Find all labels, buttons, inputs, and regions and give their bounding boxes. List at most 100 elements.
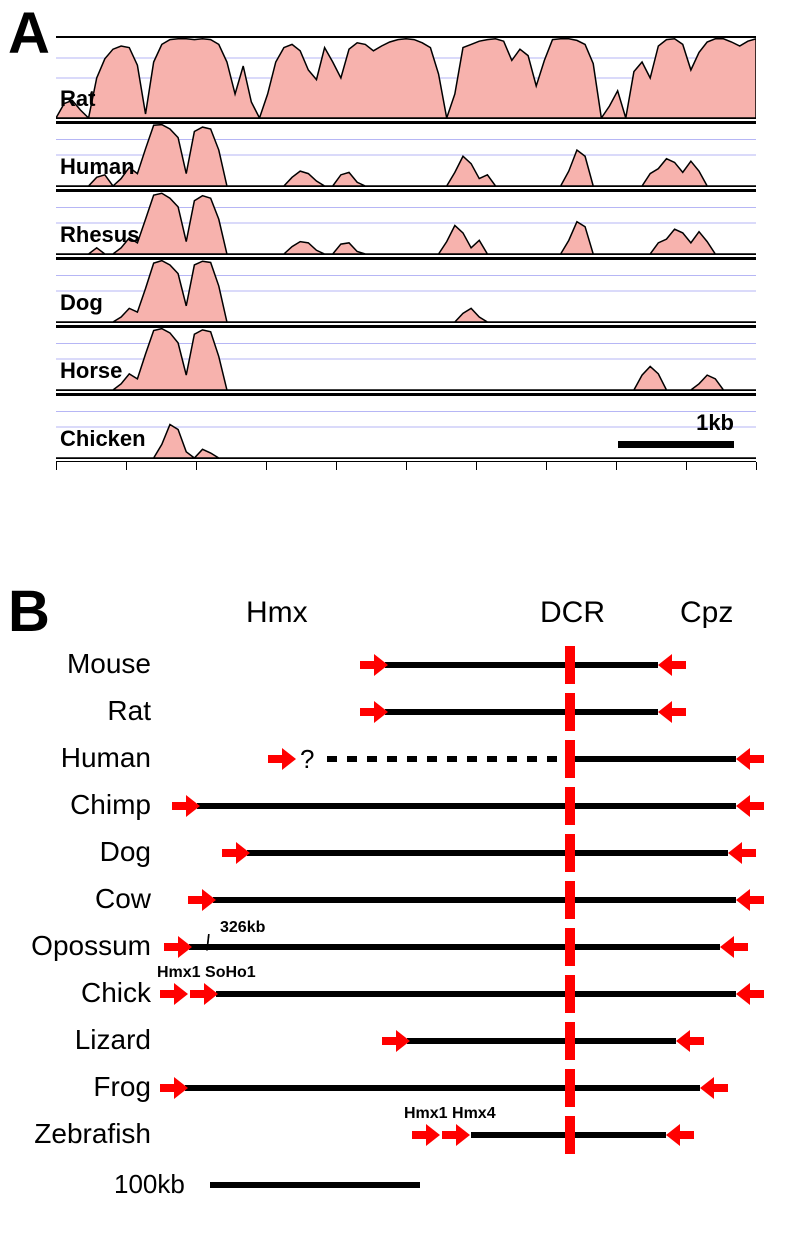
- hmx-arrow: [160, 1076, 188, 1105]
- genome-line-dashed: [327, 756, 570, 762]
- track-area: [160, 1018, 780, 1065]
- dcr-marker: [565, 740, 575, 778]
- hmx-arrow: [164, 935, 192, 964]
- question-mark: ?: [300, 744, 314, 775]
- track-area: [160, 689, 780, 736]
- arrow-left-icon: [658, 653, 686, 677]
- panel-b-species-rows: MouseRatHuman?ChimpDogCowOpossum//326kbC…: [0, 642, 799, 1159]
- extra-arrow: [190, 982, 218, 1011]
- track-svg: [56, 192, 756, 254]
- extra-arrow: [442, 1123, 470, 1152]
- track-area: Hmx1 Hmx4: [160, 1112, 780, 1159]
- genome-line: [407, 1038, 676, 1044]
- genome-line: [189, 944, 720, 950]
- arrow-left-icon: [700, 1076, 728, 1100]
- cpz-arrow: [736, 794, 764, 823]
- top-annotation: Hmx1 Hmx4: [404, 1105, 496, 1123]
- arrow-left-icon: [736, 982, 764, 1006]
- cpz-arrow: [676, 1029, 704, 1058]
- dcr-marker: [565, 1022, 575, 1060]
- track-label: Horse: [60, 358, 122, 384]
- arrow-left-icon: [658, 700, 686, 724]
- ruler-tick: [126, 462, 127, 470]
- species-label: Cow: [11, 883, 151, 915]
- track-area: Hmx1 SoHo1: [160, 971, 780, 1018]
- panel-b-header-row: Hmx DCR Cpz: [0, 596, 799, 642]
- hmx-arrow: [360, 653, 388, 682]
- cpz-arrow: [728, 841, 756, 870]
- arrow-right-icon: [268, 747, 296, 771]
- dcr-marker: [565, 1116, 575, 1154]
- arrow-right-icon: [442, 1123, 470, 1147]
- arrow-right-icon: [360, 700, 388, 724]
- species-label: Zebrafish: [11, 1118, 151, 1150]
- ruler-tick: [546, 462, 547, 470]
- arrow-right-icon: [360, 653, 388, 677]
- cpz-arrow: [700, 1076, 728, 1105]
- arrow-right-icon: [412, 1123, 440, 1147]
- species-row: ChickHmx1 SoHo1: [0, 971, 799, 1018]
- species-row: Cow: [0, 877, 799, 924]
- figure-container: A Rat Human: [0, 0, 799, 1248]
- cpz-arrow: [736, 982, 764, 1011]
- panel-b: Hmx DCR Cpz MouseRatHuman?ChimpDogCowOpo…: [0, 596, 799, 1219]
- track-label: Human: [60, 154, 135, 180]
- scale-bar-a: [618, 441, 734, 448]
- ruler-tick: [196, 462, 197, 470]
- dcr-marker: [565, 646, 575, 684]
- header-cpz: Cpz: [680, 596, 733, 630]
- cpz-arrow: [658, 653, 686, 682]
- species-row: Frog: [0, 1065, 799, 1112]
- hmx-arrow: [188, 888, 216, 917]
- dcr-marker: [565, 881, 575, 919]
- conservation-track: Horse: [56, 326, 756, 394]
- arrow-left-icon: [728, 841, 756, 865]
- genome-line: [570, 756, 736, 762]
- species-label: Chimp: [11, 789, 151, 821]
- cpz-arrow: [736, 747, 764, 776]
- species-label: Mouse: [11, 648, 151, 680]
- header-dcr: DCR: [540, 596, 605, 630]
- conservation-track: Chicken 1kb: [56, 394, 756, 462]
- arrow-right-icon: [222, 841, 250, 865]
- track-area: [160, 830, 780, 877]
- arrow-left-icon: [666, 1123, 694, 1147]
- track-svg: [56, 260, 756, 322]
- dcr-marker: [565, 787, 575, 825]
- track-label: Rhesus: [60, 222, 139, 248]
- panel-a-tracks: Rat Human Rhesus: [56, 36, 756, 462]
- conservation-track: Human: [56, 122, 756, 190]
- ruler-tick: [476, 462, 477, 470]
- arrow-right-icon: [160, 982, 188, 1006]
- arrow-left-icon: [736, 747, 764, 771]
- ruler-tick: [56, 462, 57, 470]
- scale-b-label: 100kb: [114, 1169, 185, 1200]
- track-label: Chicken: [60, 426, 146, 452]
- species-row: Human?: [0, 736, 799, 783]
- track-label: Dog: [60, 290, 103, 316]
- species-row: Mouse: [0, 642, 799, 689]
- species-row: Opossum//326kb: [0, 924, 799, 971]
- arrow-right-icon: [188, 888, 216, 912]
- dcr-marker: [565, 1069, 575, 1107]
- dcr-marker: [565, 928, 575, 966]
- track-svg: [56, 396, 756, 458]
- track-svg: [56, 328, 756, 390]
- track-area: [160, 783, 780, 830]
- track-area: ?: [160, 736, 780, 783]
- dcr-marker: [565, 834, 575, 872]
- track-svg: [56, 124, 756, 186]
- arrow-left-icon: [720, 935, 748, 959]
- panel-a-ruler: [56, 462, 756, 476]
- ruler-tick: [756, 462, 757, 470]
- ruler-tick: [616, 462, 617, 470]
- arrow-right-icon: [190, 982, 218, 1006]
- hmx-arrow: [382, 1029, 410, 1058]
- scale-b-bar: [210, 1182, 420, 1188]
- arrow-right-icon: [160, 1076, 188, 1100]
- arrow-right-icon: [164, 935, 192, 959]
- ruler-tick: [406, 462, 407, 470]
- panel-a-letter: A: [8, 0, 50, 67]
- species-row: Zebrafish Hmx1 Hmx4: [0, 1112, 799, 1159]
- track-label: Rat: [60, 86, 95, 112]
